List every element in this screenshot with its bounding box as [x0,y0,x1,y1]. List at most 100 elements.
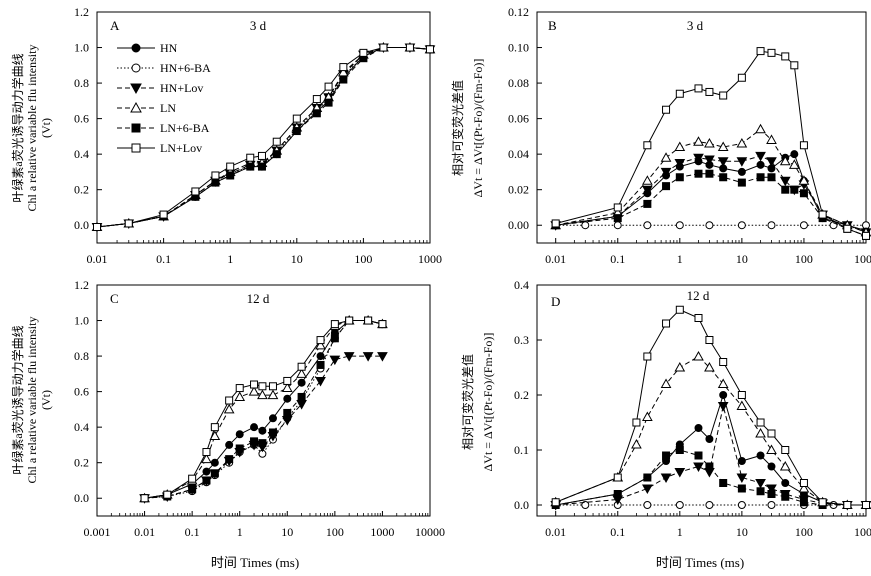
panel-c-y-tick-label: 0.8 [74,349,89,363]
panel-d-series-ln-point [779,460,791,471]
panel-b-series-hn-6ba-point [613,221,622,230]
panel-d-series-ln-lov-point [799,479,808,487]
panel-a-series-ln-lov-point [379,43,388,52]
panel-d-series-ln-point [642,411,653,421]
panel-d-series-ln-point [631,438,642,449]
panel-c-series-ln-lov-point [202,448,211,457]
panel-b-series-ln-6ba-point [799,189,808,198]
panel-d-ylabel: 相对可变荧光差值 ΔVt = ΔVt[(Pt-Fo)/(Fm-Fo)] [460,333,495,472]
panel-c-ylabel-line-3: (Vt) [39,390,53,410]
panel-d-series-ln-point [736,400,748,410]
panel-b-x-tick-label: 1 [677,252,683,266]
panel-a-title: 3 d [250,18,267,33]
panel-d-series-ln-lov-point [662,319,671,328]
panel-c-series-ln-6ba-point [188,485,197,494]
panel-b-series-ln-6ba-point [737,178,746,187]
panel-a-ylabel-line-2: Chl a relative variable flu intensity [25,45,39,212]
panel-d-series-hn-lov-point [766,484,777,495]
panel-c-y-tick-label: 0.6 [74,385,89,399]
panel-b-series-hn-lov-point [766,157,777,167]
panel-b-x-tick-label: 1000 [854,252,871,266]
panel-a-series-ln-lov-point [292,114,301,123]
panel-d-series-ln-point [693,350,704,361]
panel-d-series-ln-lov-point [781,446,790,454]
panel-d-series-ln-lov-point [719,358,728,366]
panel-d-series-ln-point [755,427,766,438]
legend-ln-marker [130,101,142,113]
panel-b-series-ln-lov-point [799,141,808,150]
panel-d-y-tick-label: 0.3 [514,333,529,347]
panel-d-series-ln-lov-point [862,501,870,509]
panel-c-series-ln-lov-point [188,474,197,483]
panel-c-series-ln-6ba-point [316,360,325,369]
panel-a-ylabel-line-3: (Vt) [39,118,53,138]
panel-d-series-ln-6ba-point [675,446,684,454]
panel-c-series-hn-line [144,320,383,499]
panel-a-series-hn-line [96,47,431,228]
panel-b-y-tick-label: 0.02 [508,183,529,197]
panel-d-series-ln-point [717,378,729,388]
panel-c-y-tick-label: 1.0 [74,314,89,328]
panel-a-series-ln-6ba-point [312,109,321,118]
panel-a: 叶绿素a荧光诱导动力学曲线 Chl a relative variable fl… [10,5,442,266]
panel-c-y-tick-label: 0.4 [74,420,89,434]
panel-b-x-tick-label: 10 [736,252,748,266]
panel-a-x-tick-label: 10 [291,252,303,266]
panel-b-series-ln-6ba-point [781,185,790,194]
panel-b-series-hn-point [737,167,746,176]
panel-b-series-ln-point [704,137,715,148]
panel-b-series-hn-lov-point [693,153,704,164]
panel-a-series-ln-6ba-point [246,162,255,171]
panel-c-series-ln-6ba-point [283,408,292,417]
panel-d-letter: D [551,294,560,309]
panel-c-series-ln-6ba-point [268,428,277,437]
panel-c-series-ln-lov-point [378,320,387,329]
panel-d-frame [536,284,867,517]
panel-a-frame [96,11,431,244]
panel-b-series-hn-6ba-point [767,221,776,230]
panel-b-series-ln-point [736,137,748,148]
panel-d-series-hn-lov-point [717,402,729,412]
panel-c-series-hn [140,316,387,503]
panel-a-series-ln-lov-point [312,95,321,104]
panel-d-series-hn-6ba-point [767,501,776,509]
panel-a-series-ln-lov [93,43,434,232]
panel-d-series-ln-lov-point [613,473,622,482]
panel-b-ylabel-line-1: 相对可变荧光差值 [450,80,465,176]
panel-a-series-ln-lov-point [405,43,414,52]
legend-hn-lov-marker [130,83,142,95]
panel-d-series-hn-lov-point [755,479,766,489]
panel-c-x-tick-label: 0.001 [84,525,111,539]
panel-c-series-ln-lov-point [258,382,267,391]
panel-d-series-ln-lov-point [694,314,703,322]
panel-c-series-hn-point [316,352,325,361]
panel-d-series-hn-point [767,462,776,471]
legend-ln-lov-marker [131,143,141,153]
panel-c-series-hn-6ba-line [144,320,383,499]
panel-c-series-ln-lov-point [140,494,149,503]
legend-hn-lov-label: HN+Lov [160,81,203,95]
panel-c-series-ln-point [315,339,326,350]
panel-a-series-ln-lov-point [159,210,168,219]
panel-a-series-ln-6ba-point [339,75,348,84]
panel-b: 相对可变荧光差值 ΔVt = ΔVt[(Pt-Fo)/(Fm-Fo)] B 3 d… [450,5,871,266]
panel-b-series-hn-6ba [551,221,870,230]
panel-d-series-hn-lov-line [555,405,866,506]
panel-b-y-tick-label: 0.06 [508,112,529,126]
legend-ln-6ba-label: LN+6-BA [160,121,210,135]
panel-b-y-tick-label: 0.08 [508,76,529,90]
panel-b-series-hn-lov-point [674,159,686,169]
panel-d-x-tick-label: 1000 [854,525,871,539]
panel-c-series-ln-6ba-point [330,334,339,343]
panel-d-x-tick-label: 0.1 [610,525,625,539]
panel-b-series-ln-6ba-point [719,173,728,182]
panel-b-x-tick-label: 0.01 [545,252,566,266]
panel-b-series-ln-lov-point [737,73,746,82]
panel-c-x-tick-label: 100 [326,525,344,539]
panel-c-frame [96,284,431,517]
panel-d-series-ln-6ba-point [719,479,728,487]
panel-d-series-ln-6ba-point [781,492,790,501]
panel-c-series-hn-lov-point [377,352,388,362]
panel-c-series-ln-lov-point [225,396,234,405]
panel-c-series-ln-lov [140,316,387,503]
